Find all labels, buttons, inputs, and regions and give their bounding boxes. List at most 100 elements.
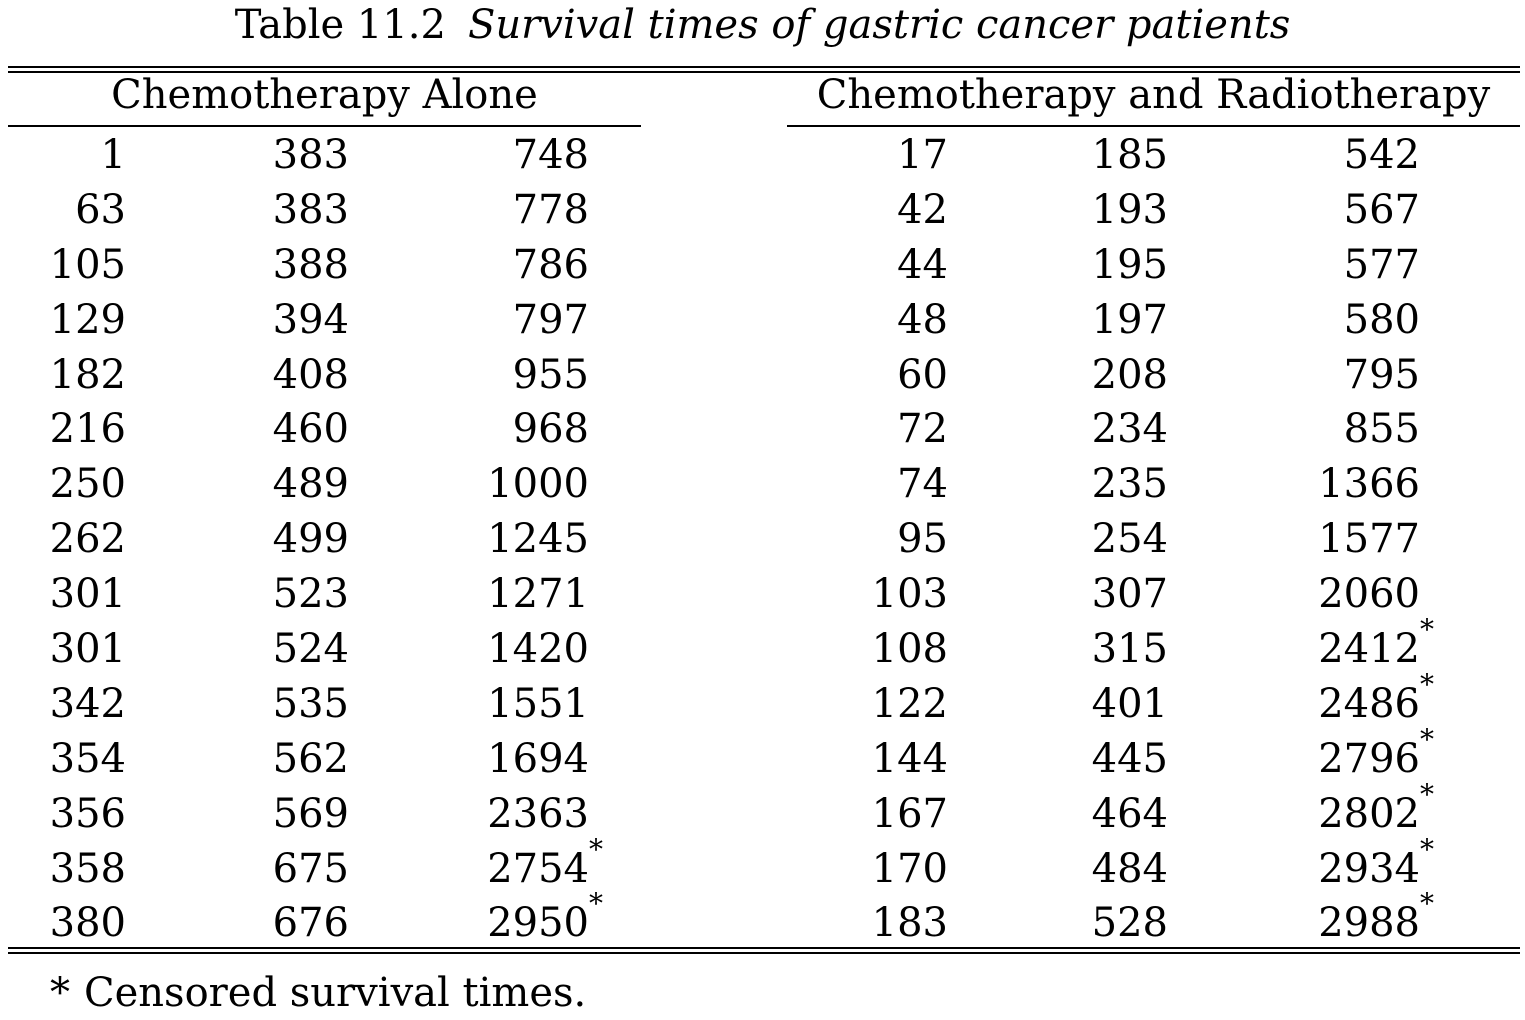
table-cell: 955	[470, 348, 589, 403]
table-cell: 195	[1060, 238, 1168, 293]
table-cell: 122	[840, 677, 948, 732]
survival-time: 183	[871, 900, 948, 947]
column-chemo-alone-2: 383 383 388 394 408 460 489 499 523 524 535 562 569 6…	[240, 128, 349, 951]
table-cell: 234	[1060, 402, 1168, 457]
table-cell: 42	[840, 183, 948, 238]
survival-time: 401	[1091, 680, 1168, 727]
table-cell: 307	[1060, 567, 1168, 622]
table-cell: 535	[240, 677, 349, 732]
table-caption: Table 11.2 Survival times of gastric canc…	[0, 2, 1525, 48]
table-cell: 167	[840, 787, 948, 842]
survival-time: 167	[871, 790, 948, 837]
table-cell: 542	[1300, 128, 1420, 183]
survival-time: 105	[49, 241, 126, 288]
survival-time: 484	[1091, 845, 1168, 892]
table-cell: 2412 *	[1300, 613, 1438, 677]
survival-time: 262	[49, 516, 126, 563]
table-cell: 383	[240, 183, 349, 238]
survival-time: 170	[871, 845, 948, 892]
survival-time: 182	[49, 351, 126, 398]
table-cell: 460	[240, 402, 349, 457]
table-cell: 2060	[1300, 567, 1420, 622]
survival-time: 44	[897, 241, 948, 288]
survival-time: 445	[1091, 735, 1168, 782]
survival-time: 383	[272, 132, 349, 178]
survival-time: 1245	[487, 516, 589, 563]
survival-time: 542	[1343, 132, 1420, 178]
survival-time: 103	[871, 571, 948, 618]
table-cell: 301	[20, 567, 126, 622]
table-cell: 2988 *	[1300, 887, 1438, 951]
bottom-rule-2	[8, 952, 1520, 954]
table-cell: 1420	[470, 622, 589, 677]
survival-time: 1	[100, 132, 126, 178]
censored-marker: *	[589, 887, 603, 921]
survival-time: 254	[1091, 516, 1168, 563]
survival-time: 2412 *	[1318, 613, 1434, 677]
table-number: Table 11.2	[234, 2, 446, 48]
table-cell: 797	[470, 293, 589, 348]
table-cell: 358	[20, 842, 126, 897]
column-chemo-radio-3: 542 567 577 580 795 855 1366 1577 2060 2412 * 2486 *…	[1300, 128, 1434, 951]
bottom-rule-1	[8, 947, 1520, 949]
survival-time: 144	[871, 735, 948, 782]
survival-time: 2802 *	[1318, 778, 1434, 842]
table-cell: 1000	[470, 457, 589, 512]
survival-time: 567	[1343, 186, 1420, 233]
table-cell: 356	[20, 787, 126, 842]
group-header-chemo-alone: Chemotherapy Alone	[111, 72, 538, 118]
censored-marker: *	[1420, 832, 1434, 866]
table-cell: 170	[840, 842, 948, 897]
footnote: * Censored survival times.	[50, 970, 586, 1016]
survival-time: 193	[1091, 186, 1168, 233]
survival-time: 577	[1343, 241, 1420, 288]
table-title: Survival times of gastric cancer patient…	[467, 2, 1291, 48]
survival-time: 72	[897, 406, 948, 453]
survival-time: 63	[75, 186, 126, 233]
censored-marker: *	[1420, 722, 1434, 756]
survival-time: 523	[272, 571, 349, 618]
table-cell: 182	[20, 348, 126, 403]
survival-time: 2796 *	[1318, 723, 1434, 787]
survival-time: 778	[512, 186, 589, 233]
table-cell: 786	[470, 238, 589, 293]
table-cell: 1	[20, 128, 126, 183]
survival-time: 383	[272, 186, 349, 233]
survival-time: 356	[49, 790, 126, 837]
survival-time: 1271	[487, 571, 589, 618]
table-cell: 795	[1300, 348, 1420, 403]
survival-time: 2754 *	[487, 833, 603, 897]
survival-time: 1577	[1318, 516, 1420, 563]
survival-time: 460	[272, 406, 349, 453]
table-cell: 183	[840, 896, 948, 951]
table-cell: 484	[1060, 842, 1168, 897]
table-cell: 103	[840, 567, 948, 622]
table-cell: 315	[1060, 622, 1168, 677]
survival-time: 197	[1091, 296, 1168, 343]
survival-time: 185	[1091, 132, 1168, 178]
survival-time: 569	[272, 790, 349, 837]
survival-time: 235	[1091, 461, 1168, 508]
table-cell: 185	[1060, 128, 1168, 183]
table-cell: 193	[1060, 183, 1168, 238]
table-cell: 524	[240, 622, 349, 677]
table-cell: 74	[840, 457, 948, 512]
table-cell: 342	[20, 677, 126, 732]
table-cell: 2363	[470, 787, 589, 842]
table-cell: 567	[1300, 183, 1420, 238]
table-cell: 528	[1060, 896, 1168, 951]
survival-time: 354	[49, 735, 126, 782]
table-cell: 394	[240, 293, 349, 348]
column-chemo-alone-3: 748 778 786 797 955 968 1000 1245 1271 1420 1551 16…	[470, 128, 603, 951]
survival-time: 676	[272, 900, 349, 947]
survival-time: 2486 *	[1318, 668, 1434, 732]
table-cell: 354	[20, 732, 126, 787]
table-cell: 129	[20, 293, 126, 348]
survival-time: 408	[272, 351, 349, 398]
footnote-text: Censored survival times.	[84, 970, 587, 1016]
table-cell: 262	[20, 512, 126, 567]
survival-time: 388	[272, 241, 349, 288]
table-cell: 2934 *	[1300, 833, 1438, 897]
survival-time: 208	[1091, 351, 1168, 398]
table-cell: 778	[470, 183, 589, 238]
